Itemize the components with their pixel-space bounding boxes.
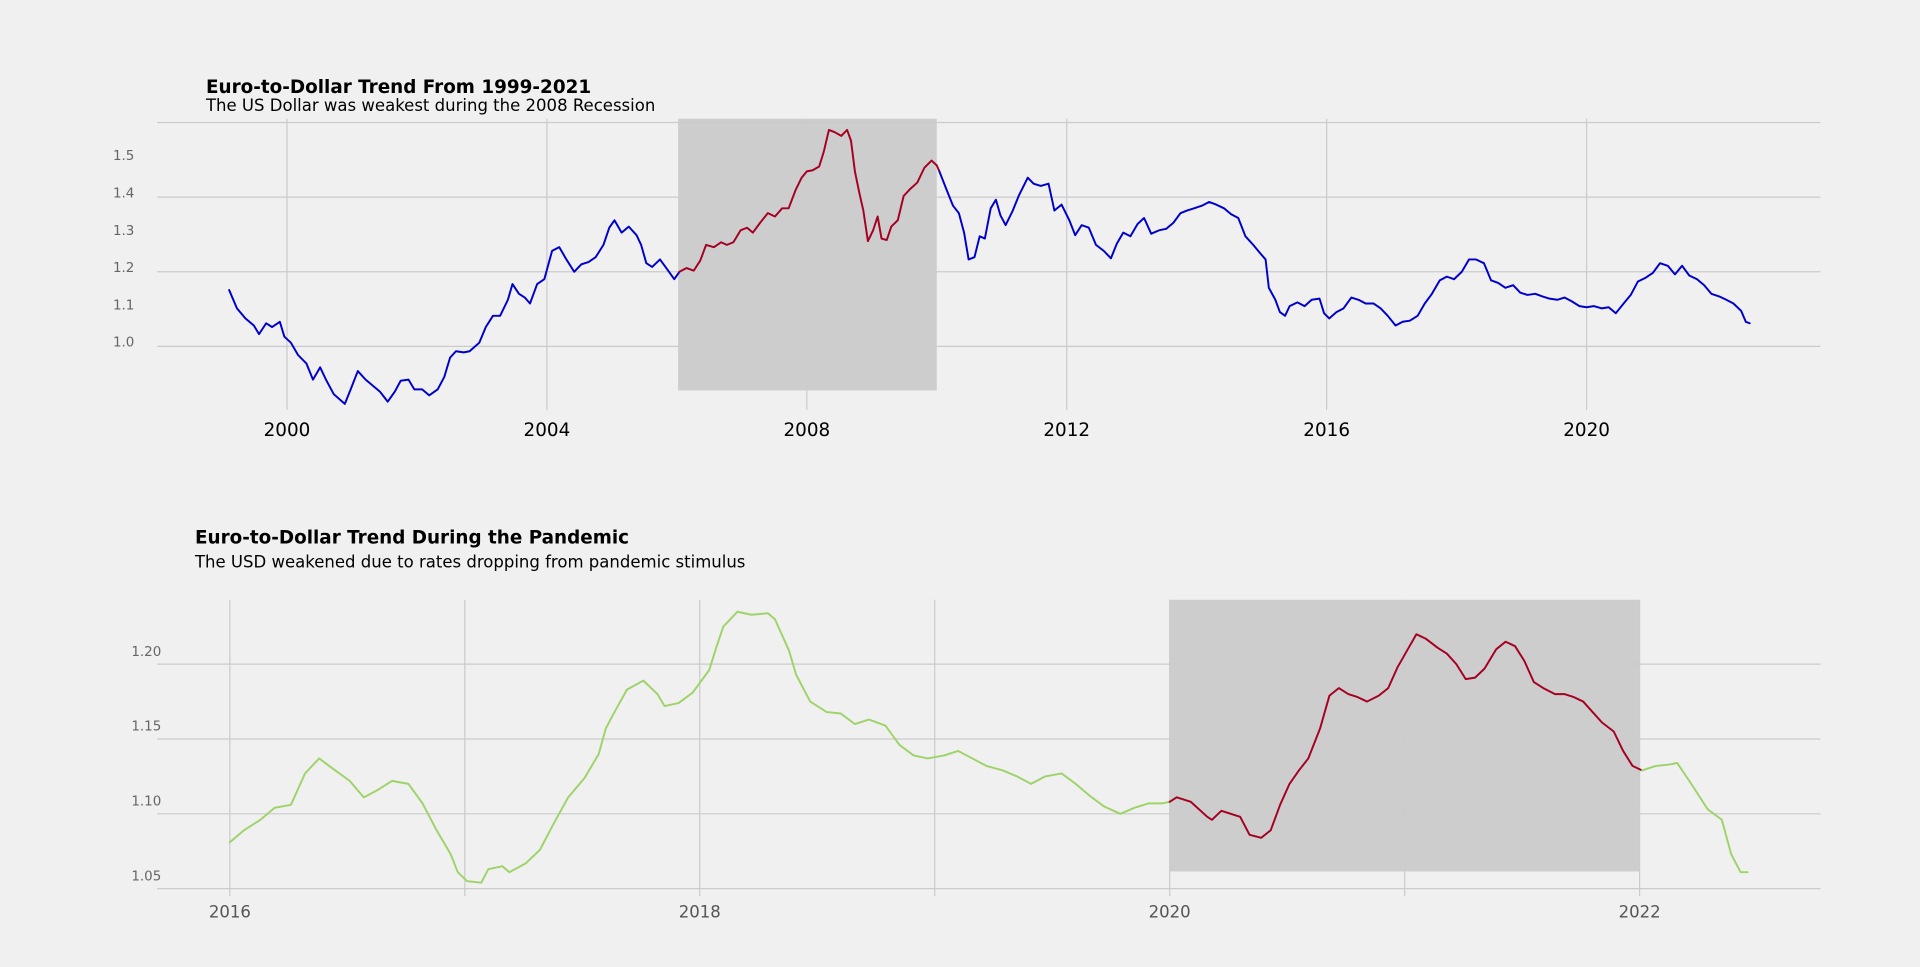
chart-subtitle: The US Dollar was weakest during the 200…: [205, 96, 655, 115]
data-line: [938, 170, 1751, 327]
y-tick-label: 1.10: [131, 795, 161, 810]
y-tick-label: 1.3: [113, 224, 134, 239]
x-tick-label: 2016: [209, 903, 251, 922]
y-tick-label: 1.15: [131, 720, 161, 735]
data-line: [228, 219, 681, 405]
chart-title: Euro-to-Dollar Trend During the Pandemic: [195, 528, 629, 549]
data-line: [1640, 761, 1749, 874]
y-tick-label: 1.20: [131, 645, 161, 660]
data-line: [228, 610, 1171, 884]
x-tick-label: 2018: [679, 903, 721, 922]
x-tick-label: 2022: [1619, 903, 1661, 922]
chart-subtitle: The USD weakened due to rates dropping f…: [194, 553, 745, 572]
y-tick-label: 1.05: [131, 869, 161, 884]
x-tick-label: 2000: [264, 420, 311, 441]
x-tick-label: 2008: [783, 420, 830, 441]
y-tick-label: 1.1: [113, 298, 134, 313]
highlight-region: [678, 118, 937, 391]
x-tick-label: 2012: [1043, 420, 1090, 441]
y-tick-label: 1.4: [113, 186, 134, 201]
y-tick-label: 1.5: [113, 149, 134, 164]
x-tick-label: 2020: [1149, 903, 1191, 922]
x-tick-label: 2004: [524, 420, 571, 441]
data-line: [678, 128, 941, 273]
y-tick-label: 1.0: [113, 336, 134, 351]
data-line: [1168, 633, 1643, 839]
x-tick-label: 2020: [1563, 420, 1610, 441]
x-tick-label: 2016: [1303, 420, 1350, 441]
chart-title: Euro-to-Dollar Trend From 1999-2021: [206, 77, 591, 98]
y-tick-label: 1.2: [113, 261, 134, 276]
